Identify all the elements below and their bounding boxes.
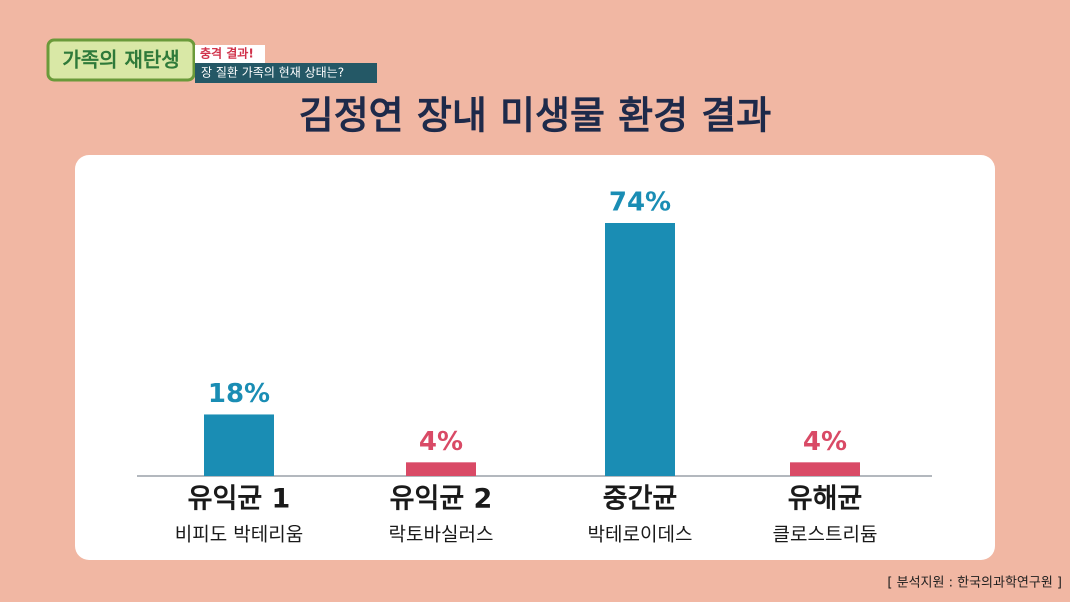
- category-label: 유익균 2: [390, 484, 493, 515]
- bar: [406, 462, 476, 476]
- value-label: 4%: [803, 427, 847, 457]
- category-label: 유익균 1: [188, 484, 291, 515]
- value-label: 4%: [419, 427, 463, 457]
- value-label: 74%: [609, 188, 671, 218]
- category-description: 락토바실러스: [389, 524, 494, 546]
- chart-card: [75, 155, 995, 560]
- logo: 가족의 재탄생: [62, 48, 179, 72]
- value-label: 18%: [208, 379, 270, 409]
- category-label: 유해균: [788, 484, 863, 515]
- category-description: 클로스트리듐: [773, 524, 878, 546]
- logo-box: [46, 38, 196, 82]
- bar: [204, 414, 274, 476]
- badge-box: [195, 45, 265, 63]
- category-description: 비피도 박테리움: [175, 524, 303, 546]
- bar: [790, 462, 860, 476]
- caption-box: [195, 63, 377, 83]
- badge: 충격 결과!: [200, 46, 254, 61]
- category-description: 박테로이데스: [588, 524, 693, 546]
- bar: [605, 223, 675, 476]
- category-label: 중간균: [603, 484, 678, 515]
- source: [ 분석지원 : 한국의과학연구원 ]: [887, 576, 1062, 591]
- caption: 장 질환 가족의 현재 상태는?: [201, 66, 344, 80]
- chart-title: 김정연 장내 미생물 환경 결과: [299, 94, 771, 138]
